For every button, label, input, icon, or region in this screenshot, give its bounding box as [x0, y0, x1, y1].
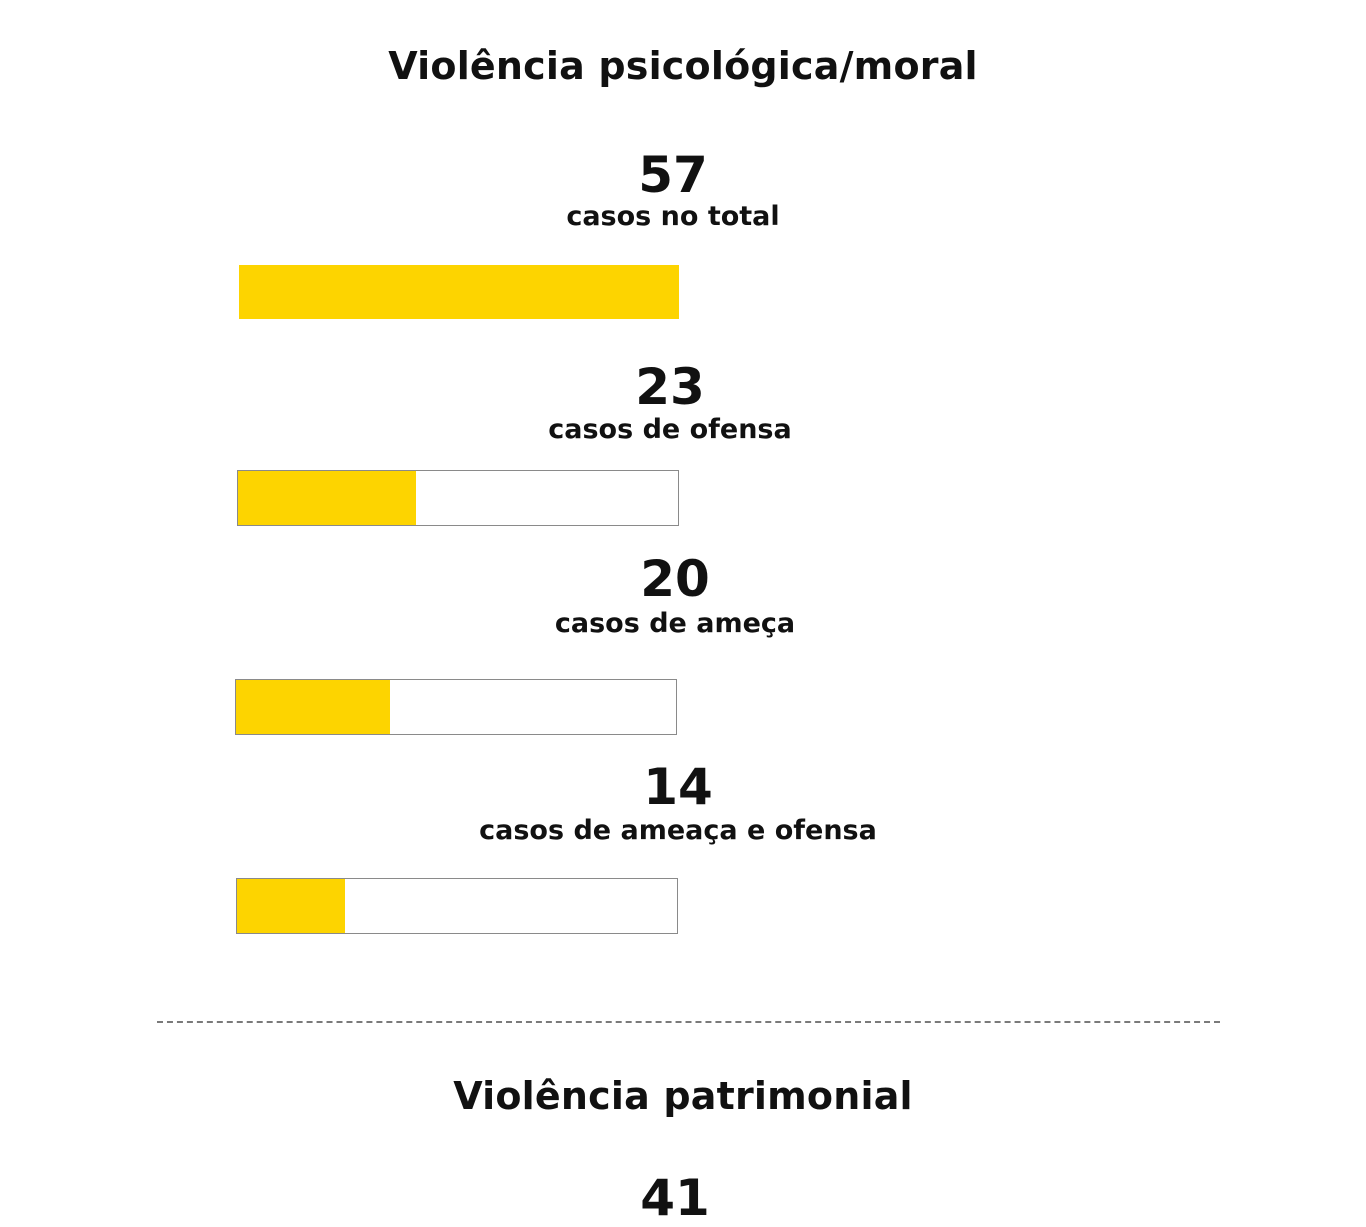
stat-value-patrimonial-total: 41: [640, 1169, 710, 1227]
bar-fill-ameaca: [236, 680, 391, 734]
section-title-psychological: Violência psicológica/moral: [388, 44, 978, 88]
stat-value-ameaca-ofensa: 14: [643, 758, 713, 816]
bar-track-total: [238, 264, 680, 320]
stat-label-ofensa: casos de ofensa: [548, 414, 792, 445]
bar-track-ameaca: [235, 679, 677, 735]
bar-track-ameaca-ofensa: [236, 878, 678, 934]
stat-label-total: casos no total: [566, 201, 780, 232]
section-title-patrimonial: Violência patrimonial: [453, 1074, 913, 1118]
bar-fill-ameaca-ofensa: [237, 879, 346, 933]
stat-value-ameaca: 20: [640, 550, 710, 608]
bar-track-ofensa: [237, 470, 679, 526]
bar-fill-ofensa: [238, 471, 416, 525]
section-divider: [157, 1021, 1220, 1023]
stat-label-ameaca-ofensa: casos de ameaça e ofensa: [479, 815, 877, 846]
bar-fill-total: [239, 265, 679, 319]
stat-value-ofensa: 23: [635, 358, 705, 416]
stat-label-ameaca: casos de ameça: [554, 608, 796, 639]
stat-value-total: 57: [638, 146, 708, 204]
